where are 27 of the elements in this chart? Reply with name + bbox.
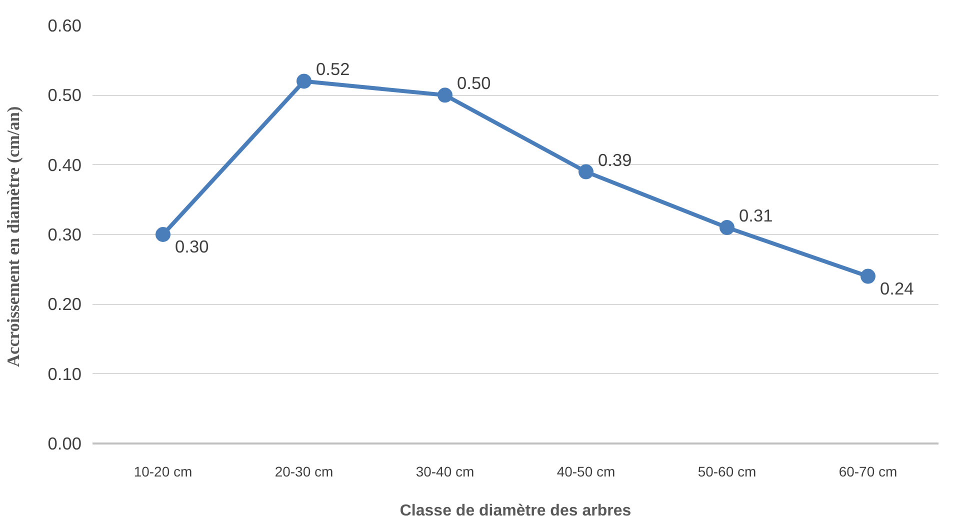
point — [296, 74, 312, 89]
data-label: 0.31 — [739, 206, 773, 226]
y-tick-label: 0.60 — [48, 16, 82, 36]
y-tick-label: 0.20 — [48, 294, 82, 314]
point — [860, 268, 876, 284]
data-label: 0.30 — [175, 236, 209, 256]
data-label: 0.50 — [457, 73, 491, 94]
x-axis-title: Classe de diamètre des arbres — [400, 502, 632, 520]
x-tick-label: 60-70 cm — [838, 464, 898, 480]
point — [438, 88, 452, 103]
point — [156, 227, 170, 242]
y-axis-title: Accroissement en diamètre (cm/an) — [4, 106, 23, 367]
y-tick-label: 0.00 — [48, 434, 82, 454]
x-tick-label: 10-20 cm — [134, 464, 192, 480]
data-label: 0.39 — [598, 150, 632, 170]
y-tick-label: 0.30 — [48, 224, 82, 244]
x-tick-label: 20-30 cm — [274, 464, 334, 480]
data-label: 0.52 — [316, 59, 350, 80]
point — [578, 164, 594, 180]
x-tick-label: 40-50 cm — [556, 464, 616, 480]
y-tick-label: 0.40 — [48, 154, 82, 175]
point — [720, 220, 734, 236]
x-tick-label: 30-40 cm — [416, 464, 474, 480]
y-tick-label: 0.10 — [48, 364, 82, 384]
x-tick-label: 50-60 cm — [698, 464, 756, 480]
y-tick-label: 0.50 — [48, 85, 82, 106]
data-label: 0.24 — [880, 278, 914, 298]
